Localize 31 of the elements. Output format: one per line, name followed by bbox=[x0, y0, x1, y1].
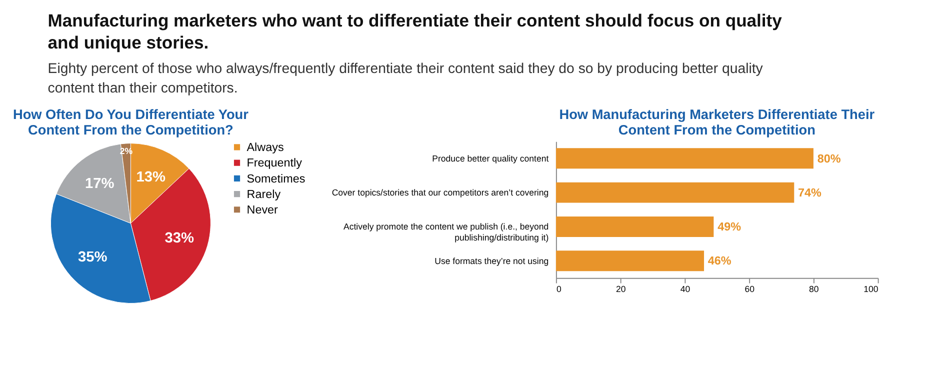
chart-title: How Manufacturing Marketers Differentiate Their Content From the Competition bbox=[559, 106, 876, 138]
data-label: 17% bbox=[84, 176, 114, 192]
legend-label: Frequently bbox=[246, 156, 302, 170]
legend-label: Never bbox=[246, 204, 278, 217]
chart-title: How Often Do You Differentiate Your Content From the Competition? bbox=[12, 106, 250, 138]
x-tick-label: 100 bbox=[864, 284, 878, 294]
legend-label: Rarely bbox=[246, 188, 281, 201]
legend-label: Always bbox=[246, 141, 284, 154]
data-label: 33% bbox=[164, 230, 194, 246]
y-tick-label: Actively promote the content we publish (i.e., beyond publishing/distributing it) bbox=[344, 222, 549, 242]
bar bbox=[556, 216, 714, 237]
bar bbox=[556, 250, 704, 272]
data-label: 46% bbox=[708, 254, 732, 268]
text: Manufacturing marketers who want to differentiate their content should focus on quality and unique stories. bbox=[48, 10, 782, 53]
bar bbox=[556, 148, 814, 169]
data-label: 35% bbox=[78, 250, 108, 266]
x-tick-label: 20 bbox=[616, 284, 626, 294]
text: Eighty percent of those who always/frequently differentiate their content said they do so by producing better quality content than their competitors. bbox=[48, 60, 764, 96]
data-label: 74% bbox=[798, 186, 822, 200]
x-tick-label: 40 bbox=[680, 284, 690, 294]
y-tick-label: Produce better quality content bbox=[432, 153, 550, 164]
data-label: 80% bbox=[817, 152, 842, 166]
x-tick-label: 80 bbox=[809, 284, 819, 294]
data-label: 49% bbox=[718, 220, 742, 234]
x-tick-label: 0 bbox=[556, 284, 562, 294]
data-label: 13% bbox=[136, 170, 166, 186]
legend-label: Sometimes bbox=[246, 172, 306, 186]
bar bbox=[556, 182, 794, 203]
y-tick-label: Cover topics/stories that our competitors aren’t covering bbox=[332, 187, 549, 198]
x-tick-label: 60 bbox=[744, 284, 755, 294]
y-tick-label: Use formats they’re not using bbox=[434, 256, 549, 266]
